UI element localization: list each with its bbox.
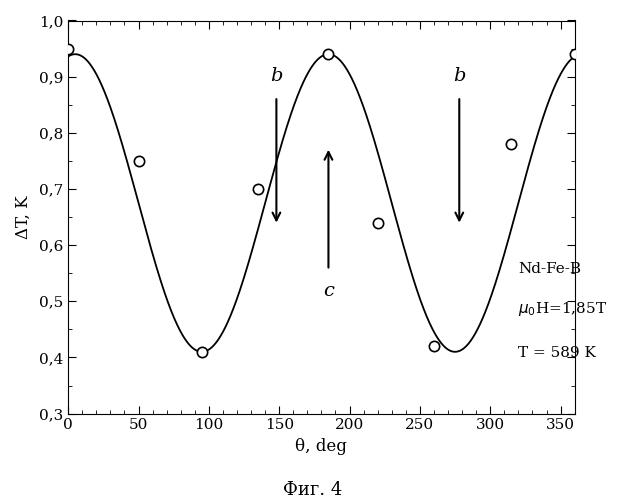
X-axis label: θ, deg: θ, deg [296,438,348,455]
Point [134,157,144,165]
Text: $\mu_0$H=1,85T: $\mu_0$H=1,85T [518,300,608,318]
Point [429,342,439,350]
Point [197,348,207,356]
Point [63,44,73,52]
Point [253,185,263,193]
Point [372,218,382,226]
Point [324,50,334,58]
Text: c: c [323,282,334,300]
Point [569,50,579,58]
Text: b: b [270,67,282,85]
Text: T = 589 K: T = 589 K [518,346,596,360]
Text: Фиг. 4: Фиг. 4 [283,481,342,499]
Text: Nd-Fe-B: Nd-Fe-B [518,262,581,276]
Point [506,140,516,148]
Y-axis label: ΔT, K: ΔT, K [15,195,32,239]
Text: b: b [453,67,466,85]
